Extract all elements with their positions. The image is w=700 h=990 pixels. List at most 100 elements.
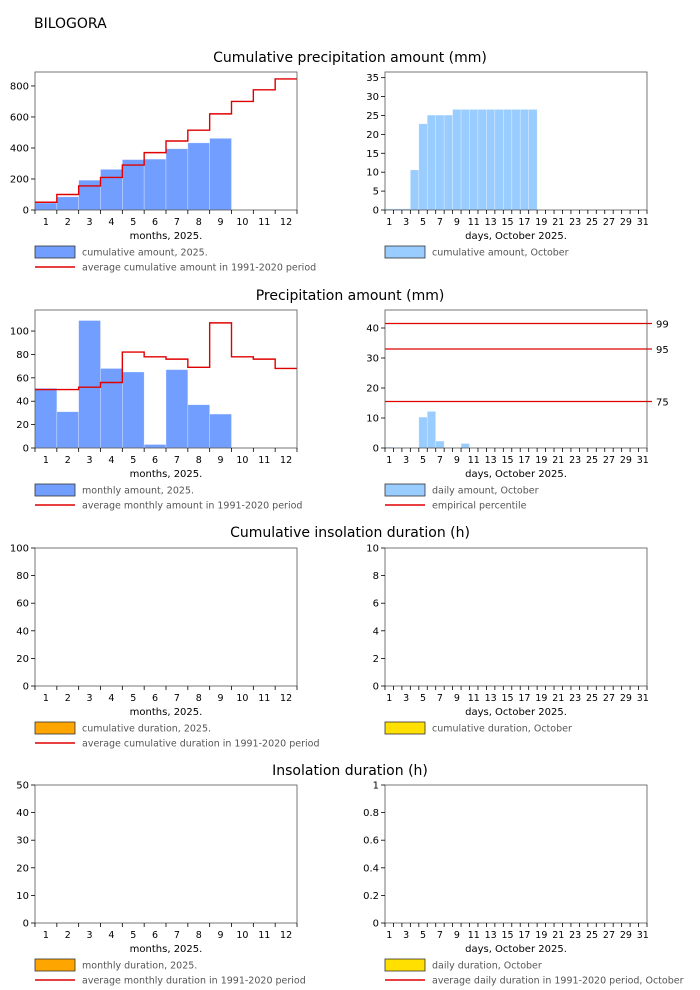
cum-precip-daily-ytick-label: 25: [366, 111, 379, 122]
insolation-monthly-plot-frame: [34, 784, 298, 924]
insolation-monthly-ytick-label: 0: [23, 919, 29, 930]
cum-insolation-monthly-ytick-label: 100: [10, 544, 29, 555]
insolation-monthly-legend-swatch-bar: [34, 958, 76, 972]
cum-precip-monthly-bar-9: [209, 138, 232, 211]
precip-monthly-xtick-label: 7: [174, 455, 180, 466]
cum-precip-monthly-ytick-label: 200: [10, 174, 29, 185]
precip-monthly-xtick-label: 5: [130, 455, 136, 466]
insolation-monthly-xtick-label: 1: [43, 930, 49, 941]
cum-precip-daily-legend-swatch-bar: [384, 245, 426, 259]
cum-precip-daily-bar-18: [528, 109, 538, 211]
cum-insolation-daily-ytick-label: 4: [373, 626, 379, 637]
cum-precip-monthly-bar-4: [100, 169, 123, 211]
insolation-daily-ytick-label: 0.2: [363, 891, 379, 902]
cum-insolation-daily-legend-swatch-bar: [384, 721, 426, 735]
cum-precip-daily-bar-15: [503, 109, 513, 211]
precip-daily-xtick-label: 25: [586, 455, 598, 466]
cum-precip-daily-bar-10: [460, 109, 470, 211]
precip-daily-xtick-label: 15: [502, 455, 514, 466]
precip-monthly-ytick-label: 60: [16, 373, 29, 384]
cum-insolation-daily-legend-label: cumulative duration, October: [432, 724, 572, 735]
insolation-daily-xtick-label: 1: [386, 930, 392, 941]
precip-daily-bar-5: [418, 416, 428, 449]
cum-insolation-monthly-ytick-label: 40: [16, 626, 29, 637]
cum-insolation-daily-xtick-label: 21: [552, 693, 564, 704]
cum-insolation-monthly-xtick-label: 1: [43, 693, 49, 704]
insolation-monthly-xtick-label: 6: [152, 930, 158, 941]
cum-precip-daily-ytick-label: 20: [366, 130, 379, 141]
cum-precip-daily-xtick-label: 19: [535, 217, 547, 228]
insolation-monthly-xtick-label: 9: [218, 930, 224, 941]
cum-insolation-daily-ytick-label: 8: [373, 571, 379, 582]
precip-daily-legend-label: empirical percentile: [432, 501, 527, 512]
cum-insolation-daily-xtick-label: 9: [454, 693, 460, 704]
cum-precip-daily-xtick-label: 9: [454, 217, 460, 228]
precip-monthly-bar-5: [122, 371, 145, 449]
cum-precip-monthly-ytick-label: 800: [10, 81, 29, 92]
cum-insolation-monthly-xlabel: months, 2025.: [130, 707, 203, 718]
cum-insolation-daily-xtick-label: 11: [468, 693, 480, 704]
insolation-daily-xtick-label: 17: [518, 930, 530, 941]
cum-insolation-daily-xtick-label: 7: [437, 693, 443, 704]
cum-insolation-monthly-xtick-label: 2: [65, 693, 71, 704]
cum-insolation-monthly-xtick-label: 8: [196, 693, 202, 704]
insolation-monthly-xtick-label: 7: [174, 930, 180, 941]
cum-precip-monthly-xtick-label: 5: [130, 217, 136, 228]
cum-precip-daily-xtick-label: 27: [603, 217, 615, 228]
cum-insolation-monthly-ytick-label: 60: [16, 599, 29, 610]
cum-precip-monthly-ytick-label: 400: [10, 143, 29, 154]
precip-daily-xtick-label: 13: [485, 455, 497, 466]
section-title-insolation: Insolation duration (h): [272, 763, 428, 779]
precip-daily-percentile-95-label: 95: [656, 345, 669, 356]
precip-daily-xtick-label: 7: [437, 455, 443, 466]
cum-insolation-monthly-xtick-label: 10: [236, 693, 248, 704]
cum-precip-daily-bar-6: [426, 114, 437, 211]
cum-insolation-daily-xtick-label: 15: [502, 693, 514, 704]
precip-daily-ytick-label: 0: [373, 444, 379, 455]
cum-insolation-monthly-ytick-label: 80: [16, 571, 29, 582]
insolation-daily-xtick-label: 7: [437, 930, 443, 941]
precip-monthly-bar-9: [209, 413, 232, 449]
cum-insolation-daily-xtick-label: 3: [403, 693, 409, 704]
cum-precip-monthly-xlabel: months, 2025.: [130, 231, 203, 242]
insolation-daily-xlabel: days, October 2025.: [465, 944, 567, 955]
cum-insolation-daily-xtick-label: 1: [386, 693, 392, 704]
cum-precip-daily-xtick-label: 3: [403, 217, 409, 228]
insolation-monthly-xtick-label: 5: [130, 930, 136, 941]
cum-precip-daily-ytick-label: 35: [366, 73, 379, 84]
cum-precip-daily-bar-5: [418, 123, 428, 211]
cum-insolation-monthly-xtick-label: 5: [130, 693, 136, 704]
insolation-daily-ytick-label: 1: [373, 781, 379, 792]
cum-precip-monthly-bar-8: [187, 142, 210, 211]
cum-precip-daily-bar-14: [494, 109, 504, 211]
precip-daily-xtick-label: 31: [637, 455, 649, 466]
insolation-daily-xtick-label: 31: [637, 930, 649, 941]
precip-daily-xtick-label: 19: [535, 455, 547, 466]
cum-precip-daily-bar-7: [435, 114, 445, 211]
insolation-daily-xtick-label: 3: [403, 930, 409, 941]
cum-precip-monthly-legend-swatch-bar: [34, 245, 76, 259]
insolation-daily-legend-label: daily duration, October: [432, 961, 542, 972]
precip-daily-xtick-label: 9: [454, 455, 460, 466]
precip-monthly-legend-swatch-bar: [34, 483, 76, 497]
cum-insolation-monthly-xtick-label: 7: [174, 693, 180, 704]
insolation-daily-xtick-label: 21: [552, 930, 564, 941]
cum-precip-daily-xtick-label: 21: [552, 217, 564, 228]
precip-monthly-bar-7: [165, 369, 189, 449]
cum-insolation-monthly-xtick-label: 4: [108, 693, 114, 704]
cum-insolation-monthly-plot-frame: [34, 547, 298, 687]
cum-precip-monthly-ytick-label: 600: [10, 112, 29, 123]
insolation-daily-xtick-label: 25: [586, 930, 598, 941]
cum-insolation-daily-xtick-label: 25: [586, 693, 598, 704]
cum-insolation-daily-ytick-label: 2: [373, 654, 379, 665]
cum-precip-daily-legend-label: cumulative amount, October: [432, 248, 569, 259]
precip-daily-ytick-label: 10: [366, 414, 379, 425]
cum-insolation-daily-ytick-label: 10: [366, 544, 379, 555]
precip-monthly-bar-1: [34, 388, 58, 449]
cum-precip-daily-bar-16: [511, 109, 521, 211]
cum-insolation-monthly-ytick-label: 0: [23, 682, 29, 693]
cum-precip-monthly-xtick-label: 10: [236, 217, 248, 228]
cum-insolation-daily-xlabel: days, October 2025.: [465, 707, 567, 718]
cum-precip-monthly-xtick-label: 7: [174, 217, 180, 228]
